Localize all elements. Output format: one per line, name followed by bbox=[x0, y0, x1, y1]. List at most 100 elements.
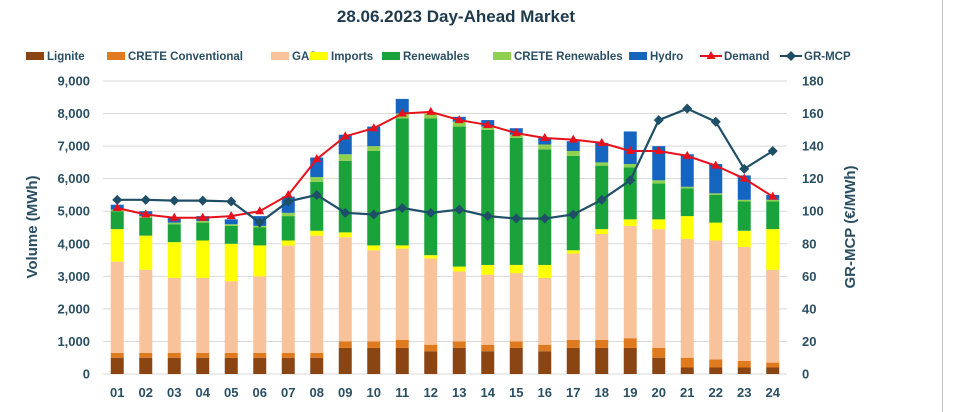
y-tick-label: 8,000 bbox=[57, 106, 90, 121]
y-tick-label: 4,000 bbox=[57, 236, 90, 251]
x-tick-label: 13 bbox=[452, 385, 466, 400]
bar-gas bbox=[766, 269, 780, 363]
bar-lignite bbox=[709, 367, 723, 374]
bar-imports bbox=[652, 219, 666, 230]
bar-lignite bbox=[424, 351, 438, 374]
gr-mcp-line bbox=[117, 107, 774, 224]
legend-marker-demand bbox=[706, 51, 716, 59]
bar-imports bbox=[367, 245, 381, 251]
demand-marker bbox=[340, 131, 350, 140]
bar-lignite bbox=[139, 357, 153, 374]
bar-crete-renewables bbox=[566, 150, 580, 156]
demand-marker bbox=[768, 191, 778, 200]
bar-lignite bbox=[452, 347, 466, 374]
x-tick-label: 12 bbox=[424, 385, 438, 400]
x-tick-label: 24 bbox=[766, 385, 781, 400]
bar-hydro bbox=[538, 137, 552, 145]
bar-crete-conventional bbox=[253, 352, 267, 358]
bar-lignite bbox=[367, 347, 381, 374]
demand-line bbox=[117, 110, 774, 219]
demand-marker bbox=[454, 115, 464, 124]
gr-mcp-marker bbox=[311, 189, 322, 200]
bar-imports bbox=[481, 264, 495, 275]
bar-crete-renewables bbox=[623, 164, 637, 168]
bar-renewables bbox=[395, 118, 409, 246]
bar-imports bbox=[566, 250, 580, 254]
bar-crete-renewables bbox=[196, 220, 210, 223]
bar-imports bbox=[395, 245, 409, 249]
x-tick-label: 17 bbox=[566, 385, 580, 400]
bar-crete-conventional bbox=[709, 359, 723, 368]
y-tick-label: 7,000 bbox=[57, 139, 90, 154]
bar-renewables bbox=[167, 224, 181, 243]
bar-gas bbox=[281, 245, 295, 353]
bar-renewables bbox=[139, 217, 153, 236]
bar-crete-conventional bbox=[281, 352, 295, 358]
bar-lignite bbox=[253, 357, 267, 374]
demand-marker bbox=[283, 189, 293, 198]
y2-tick-label: 160 bbox=[802, 106, 824, 121]
bar-crete-renewables bbox=[737, 199, 751, 202]
legend-label-gr-mcp: GR-MCP bbox=[804, 51, 851, 63]
bar-lignite bbox=[481, 351, 495, 374]
gr-mcp-marker bbox=[482, 211, 493, 222]
legend-swatch-lignite bbox=[26, 52, 44, 60]
bar-lignite bbox=[167, 357, 181, 374]
bar-gas bbox=[680, 238, 694, 358]
bar-crete-conventional bbox=[424, 344, 438, 352]
legend-label-crete-conventional: CRETE Conventional bbox=[128, 51, 243, 63]
demand-marker bbox=[397, 108, 407, 117]
y-tick-label: 0 bbox=[83, 367, 90, 382]
y-tick-label: 6,000 bbox=[57, 171, 90, 186]
bar-gas bbox=[367, 250, 381, 342]
demand-marker bbox=[226, 211, 236, 220]
bar-crete-renewables bbox=[310, 177, 324, 182]
bar-crete-renewables bbox=[424, 113, 438, 119]
demand-marker bbox=[369, 123, 379, 132]
bar-crete-conventional bbox=[139, 352, 153, 358]
bar-crete-conventional bbox=[680, 357, 694, 368]
bar-crete-renewables bbox=[709, 193, 723, 195]
bar-hydro bbox=[566, 141, 580, 151]
bar-lignite bbox=[566, 347, 580, 374]
x-tick-label: 18 bbox=[595, 385, 609, 400]
y2-tick-label: 120 bbox=[802, 171, 824, 186]
bar-lignite bbox=[110, 357, 124, 374]
bar-crete-conventional bbox=[338, 341, 352, 348]
bar-gas bbox=[110, 261, 124, 353]
gr-mcp-marker bbox=[197, 195, 208, 206]
x-tick-label: 22 bbox=[709, 385, 723, 400]
legend-swatch-crete-renewables bbox=[493, 52, 511, 60]
gr-mcp-marker bbox=[710, 116, 721, 127]
bar-lignite bbox=[623, 347, 637, 374]
bar-gas bbox=[253, 276, 267, 353]
x-tick-label: 06 bbox=[253, 385, 267, 400]
demand-marker bbox=[682, 150, 692, 159]
bar-renewables bbox=[196, 222, 210, 241]
bar-hydro bbox=[367, 126, 381, 147]
bar-imports bbox=[680, 216, 694, 239]
bar-renewables bbox=[110, 211, 124, 230]
bar-imports bbox=[139, 235, 153, 270]
x-tick-label: 15 bbox=[509, 385, 523, 400]
bar-renewables bbox=[766, 201, 780, 230]
bar-renewables bbox=[509, 137, 523, 265]
bar-gas bbox=[481, 274, 495, 345]
bar-lignite bbox=[737, 367, 751, 374]
y-tick-label: 9,000 bbox=[57, 74, 90, 89]
bar-gas bbox=[509, 273, 523, 342]
x-tick-label: 14 bbox=[481, 385, 496, 400]
y2-axis-title: GR-MCP (€/MWh) bbox=[842, 165, 859, 288]
x-tick-label: 02 bbox=[139, 385, 153, 400]
bar-lignite bbox=[338, 347, 352, 374]
y2-tick-label: 0 bbox=[802, 367, 809, 382]
gr-mcp-marker bbox=[226, 196, 237, 207]
gr-mcp-marker bbox=[454, 204, 465, 215]
bar-imports bbox=[623, 219, 637, 226]
bar-lignite bbox=[766, 367, 780, 374]
legend-label-crete-renewables: CRETE Renewables bbox=[514, 51, 623, 63]
bar-crete-conventional bbox=[224, 352, 238, 358]
demand-marker bbox=[739, 173, 749, 182]
bar-lignite bbox=[509, 347, 523, 374]
x-tick-label: 01 bbox=[110, 385, 124, 400]
